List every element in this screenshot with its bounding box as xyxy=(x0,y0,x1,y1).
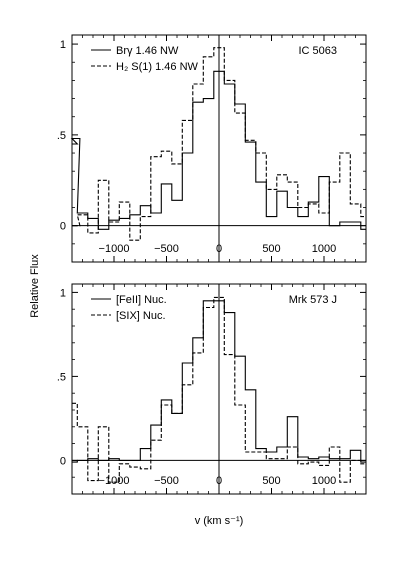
panel-1-ytick-label: 1 xyxy=(60,39,66,51)
panel-1-series-1-line xyxy=(70,70,366,230)
panel-1-legend-label-1: Brγ 1.46 NW xyxy=(116,45,179,57)
panel-2-xtick-label: 0 xyxy=(216,475,222,487)
panel-1-ytick-label: 0 xyxy=(60,221,66,233)
panel-2-ytick-label: .5 xyxy=(57,371,66,383)
panel-2-xtick-label: 1000 xyxy=(312,475,336,487)
panel-1-ytick-label: .5 xyxy=(57,130,66,142)
x-axis-label: v (km s⁻¹) xyxy=(195,515,244,527)
panel-1-xtick-label: −1000 xyxy=(99,243,130,255)
panel-1-legend-label-2: H₂ S(1) 1.46 NW xyxy=(116,61,199,73)
panel-2-xtick-label: 500 xyxy=(262,475,280,487)
panel-1-series-2-line xyxy=(72,47,366,241)
panel-2-series-2-line xyxy=(72,296,366,483)
y-axis-label: Relative Flux xyxy=(29,254,41,318)
panel-1-xtick-label: −500 xyxy=(154,243,179,255)
panel-2-ytick-label: 0 xyxy=(60,455,66,467)
panel-1-xtick-label: 0 xyxy=(216,243,222,255)
panel-2-legend-label-2: [SIX] Nuc. xyxy=(116,310,166,322)
panel-1-label: IC 5063 xyxy=(298,45,337,57)
panel-2-xtick-label: −1000 xyxy=(99,475,130,487)
panel-2-legend-label-1: [FeII] Nuc. xyxy=(116,294,167,306)
panel-1-xtick-label: 500 xyxy=(262,243,280,255)
panel-2-xtick-label: −500 xyxy=(154,475,179,487)
panel-2-ytick-label: 1 xyxy=(60,287,66,299)
panel-1-xtick-label: 1000 xyxy=(312,243,336,255)
panel-2-label: Mrk 573 J xyxy=(289,294,337,306)
